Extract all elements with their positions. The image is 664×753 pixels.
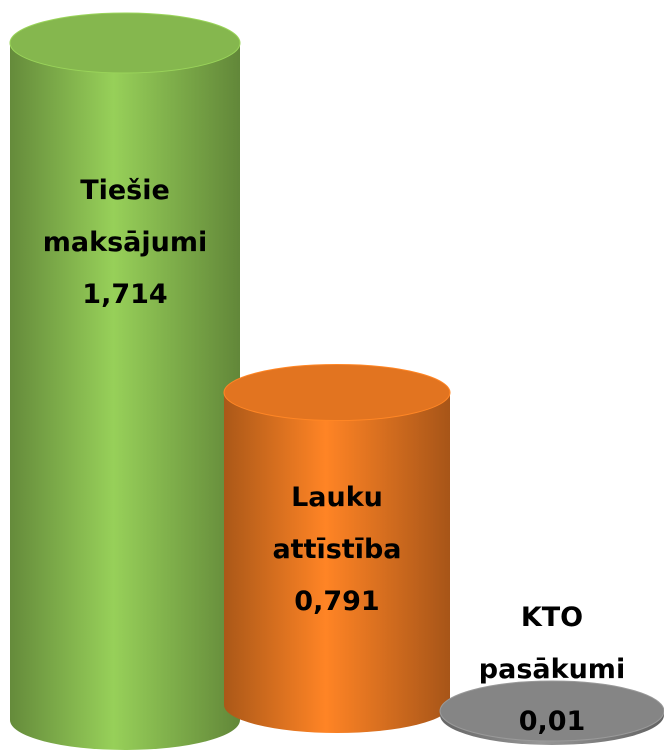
- value-label: 0,791: [294, 586, 380, 617]
- cylinder-top: [223, 364, 451, 422]
- cylinder-top: [9, 12, 241, 74]
- cylinder: [223, 364, 451, 733]
- cylinder: [9, 12, 241, 750]
- cylinder: [439, 680, 664, 745]
- bar: [10, 42, 240, 721]
- data-label: Tiešie maksājumi 1,714: [35, 165, 215, 321]
- category-label: Tiešie maksājumi: [42, 175, 208, 258]
- cylinder-top: [439, 680, 664, 742]
- category-label: Lauku attīstība: [272, 482, 402, 565]
- value-label: 0,01: [518, 706, 586, 737]
- category-label: KTO pasākumi: [478, 602, 626, 685]
- value-label: 1,714: [82, 279, 168, 310]
- data-label: KTO pasākumi 0,01: [462, 592, 642, 748]
- data-label: Lauku attīstība 0,791: [247, 472, 427, 628]
- bar: [224, 392, 450, 705]
